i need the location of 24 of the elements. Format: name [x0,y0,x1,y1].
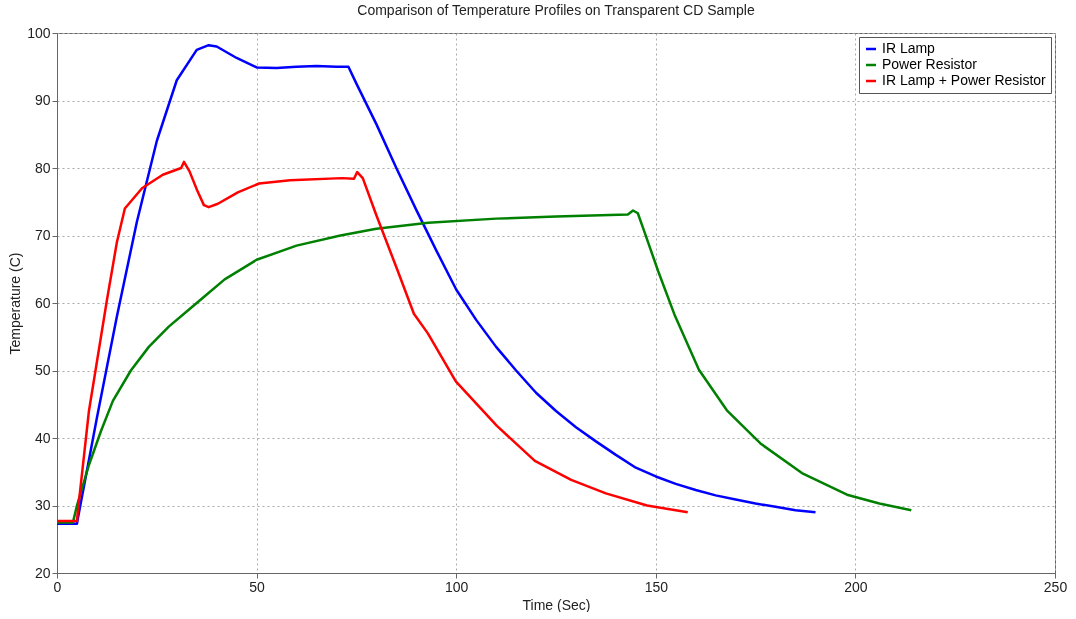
y-tick-label: 80 [34,159,51,176]
legend-label: Power Resistor [882,56,978,72]
y-tick-label: 60 [34,294,51,311]
legend-label: IR Lamp [882,40,936,56]
y-tick-label: 50 [34,362,51,378]
x-axis-title: Time (Sec) [522,596,591,613]
chart-title: Comparison of Temperature Profiles on Transparent CD Sample [357,2,755,18]
x-tick-label: 100 [445,578,469,595]
y-tick-label: 100 [27,24,51,41]
x-tick-label: 200 [844,578,868,595]
line-series [55,209,913,524]
y-tick-label: 30 [34,497,51,513]
x-tick-label: 250 [1043,578,1068,595]
line-series [55,160,689,523]
line-series [55,43,817,525]
y-tick-label: 70 [34,227,51,243]
y-tick-label: 40 [34,429,51,446]
y-tick-label: 20 [34,564,51,581]
x-tick-label: 50 [249,578,266,595]
y-tick-label: 90 [34,92,51,108]
y-axis-title: Temperature (C) [7,252,24,355]
x-tick-label: 150 [644,578,669,595]
legend-label: IR Lamp + Power Resistor [882,72,1047,88]
x-tick-label: 0 [53,578,62,595]
